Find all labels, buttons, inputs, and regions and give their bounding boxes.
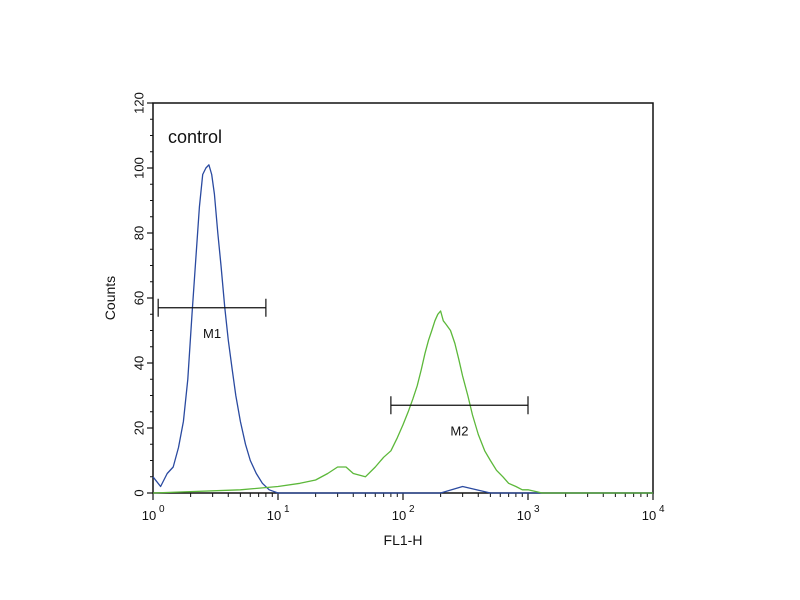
y-tick-label: 40	[131, 356, 146, 370]
y-axis-label: Counts	[102, 276, 118, 320]
y-tick-label: 80	[131, 226, 146, 240]
x-tick-exponent: 2	[409, 504, 415, 515]
x-tick-exponent: 0	[159, 504, 165, 515]
y-tick-label: 100	[131, 157, 146, 179]
x-tick-label: 10	[142, 508, 156, 523]
y-tick-label: 120	[131, 92, 146, 114]
marker-layer: M1 M2	[157, 298, 529, 438]
y-tick-label: 20	[131, 421, 146, 435]
histogram-series	[152, 164, 653, 494]
gate-label: M1	[203, 326, 221, 341]
histogram-series	[152, 310, 653, 494]
series-layer	[152, 164, 653, 494]
x-tick-label: 10	[642, 508, 656, 523]
x-tick-exponent: 4	[659, 504, 665, 515]
y-axis: 0 20 40 60 80 100 120	[131, 92, 153, 497]
x-tick-label: 10	[517, 508, 531, 523]
x-tick-exponent: 1	[284, 504, 290, 515]
gate-label: M2	[450, 423, 468, 438]
y-tick-label: 60	[131, 291, 146, 305]
y-tick-label: 0	[131, 489, 146, 496]
x-axis-label: FL1-H	[384, 532, 423, 548]
x-tick-label: 10	[392, 508, 406, 523]
x-tick-exponent: 3	[534, 504, 540, 515]
control-annotation: control	[168, 127, 222, 147]
x-axis: 10 0 10 1 10 2 10 3 10 4	[142, 493, 665, 523]
x-tick-label: 10	[267, 508, 281, 523]
plot-frame	[152, 102, 654, 494]
